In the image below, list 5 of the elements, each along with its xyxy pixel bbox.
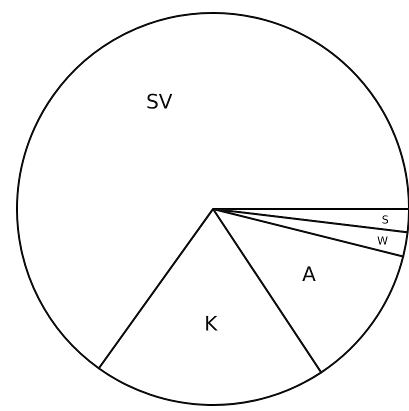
slice-label: SV bbox=[146, 89, 173, 114]
slice-label: A bbox=[302, 262, 316, 286]
slice-label: S bbox=[382, 213, 389, 226]
slice-label: W bbox=[377, 234, 388, 248]
slice-label: K bbox=[204, 312, 218, 336]
